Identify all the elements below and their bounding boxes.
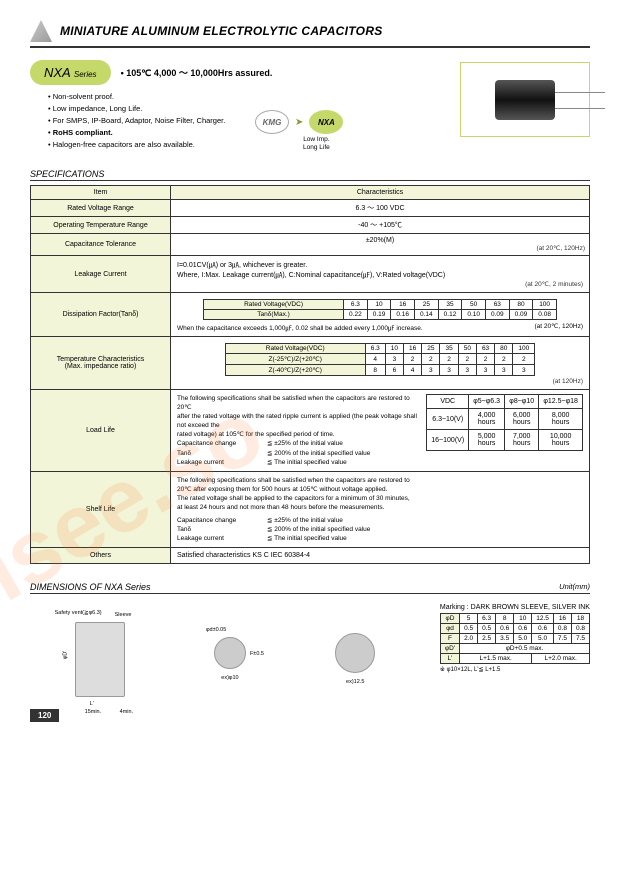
spec-val: I=0.01CV(㎂) or 3㎂, whichever is greater.… [171,256,590,293]
spec-val: Rated Voltage(VDC) 6.310162535506380100 … [171,293,590,337]
header: MINIATURE ALUMINUM ELECTROLYTIC CAPACITO… [30,20,590,48]
spec-val: 6.3 ～ 100 VDC [171,200,590,217]
dimension-table-block: Marking : DARK BROWN SLEEVE, SILVER INK … [440,604,590,673]
spec-label: Leakage Current [31,256,171,293]
dimensions-row: Safety vent(≧φ6.3) Sleeve φD' L' 15min. … [30,604,590,714]
spec-val: ±20%(M) (at 20℃, 120Hz) [171,234,590,256]
spec-label: Temperature Characteristics (Max. impeda… [31,337,171,390]
flow-sub1: Low Imp. [303,136,330,144]
page-title: MINIATURE ALUMINUM ELECTROLYTIC CAPACITO… [60,24,383,38]
spec-val: Satisfied characteristics KS C IEC 60384… [171,548,590,564]
spec-label: Load Life [31,390,171,472]
spec-label: Others [31,548,171,564]
series-suffix: Series [74,70,97,79]
spec-label: Shelf Life [31,471,171,548]
assured-text: • 105℃ 4,000 ～ 10,000Hrs assured. [121,60,273,79]
spec-val: Rated Voltage(VDC) 6.310162535506380100 … [171,337,590,390]
logo-icon [30,20,52,42]
dimension-drawing: Safety vent(≧φ6.3) Sleeve φD' L' 15min. … [30,604,420,714]
section-specifications: SPECIFICATIONS [30,169,590,181]
spec-label: Dissipation Factor(Tanδ) [31,293,171,337]
marking-label: Marking : DARK BROWN SLEEVE, SILVER INK [440,604,590,611]
dim-note: ※ φ10×12L, L'≦ L+1.5 [440,666,590,673]
spec-table: Item Characteristics Rated Voltage Range… [30,185,590,564]
flow-diagram: KMG ➤ NXA Low Imp. Long Life [255,110,343,134]
flow-to: NXA [309,110,343,134]
series-badge: NXA Series [30,60,111,85]
spec-val: The following specifications shall be sa… [171,471,590,548]
spec-val: -40 ～ +105℃ [171,217,590,234]
df-table: Rated Voltage(VDC) 6.310162535506380100 … [203,299,557,320]
page-number: 120 [30,709,59,722]
unit-label: Unit(mm) [559,582,590,591]
tc-table: Rated Voltage(VDC) 6.310162535506380100 … [225,343,536,376]
spec-label: Capacitance Tolerance [31,234,171,256]
capacitor-photo [460,62,590,137]
series-name: NXA [44,65,70,80]
flow-caption: Low Imp. Long Life [303,136,330,152]
flow-sub2: Long Life [303,144,330,152]
section-dimensions: DIMENSIONS OF NXA Series Unit(mm) [30,582,590,594]
dim-table: φD56.381012.51618 φd0.50.50.60.60.60.80.… [440,613,590,664]
flow-from: KMG [255,110,289,134]
spec-label: Operating Temperature Range [31,217,171,234]
loadlife-table: VDCφ5~φ6.3φ8~φ10φ12.5~φ18 6.3~10(V)4,000… [426,394,583,451]
col-item: Item [31,186,171,200]
spec-val: The following specifications shall be sa… [171,390,590,472]
col-char: Characteristics [171,186,590,200]
spec-label: Rated Voltage Range [31,200,171,217]
arrow-icon: ➤ [295,117,303,128]
